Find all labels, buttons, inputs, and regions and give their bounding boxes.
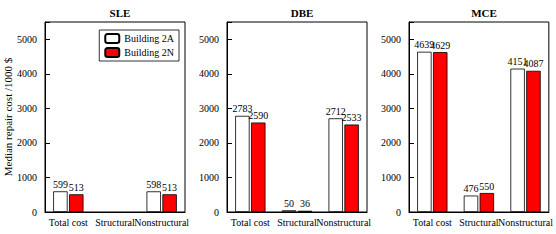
svg-text:2783: 2783 (232, 103, 253, 115)
svg-text:4639: 4639 (414, 39, 435, 51)
svg-text:50: 50 (284, 198, 294, 209)
svg-text:4000: 4000 (199, 68, 219, 79)
svg-text:36: 36 (300, 198, 310, 209)
svg-text:Building 2A: Building 2A (124, 33, 175, 44)
svg-text:476: 476 (463, 183, 478, 194)
svg-text:0: 0 (32, 207, 37, 218)
svg-text:513: 513 (69, 182, 84, 193)
svg-text:5000: 5000 (199, 34, 219, 45)
svg-text:Building 2N: Building 2N (124, 47, 174, 58)
svg-text:599: 599 (53, 179, 68, 190)
svg-text:3000: 3000 (381, 103, 401, 114)
svg-text:4151: 4151 (507, 56, 528, 68)
svg-text:Nonstructural: Nonstructural (316, 217, 371, 228)
svg-text:5000: 5000 (17, 34, 37, 45)
svg-text:Structural: Structural (277, 217, 317, 228)
svg-text:Structural: Structural (95, 217, 135, 228)
svg-text:550: 550 (479, 181, 494, 192)
svg-text:0: 0 (396, 207, 401, 218)
svg-text:SLE: SLE (110, 7, 131, 19)
svg-text:Nonstructural: Nonstructural (498, 217, 553, 228)
svg-text:4000: 4000 (381, 68, 401, 79)
svg-text:0: 0 (214, 207, 219, 218)
svg-text:4629: 4629 (430, 40, 450, 51)
svg-text:Median repair cost /1000 $: Median repair cost /1000 $ (2, 57, 14, 176)
svg-text:4000: 4000 (17, 68, 37, 79)
svg-text:2000: 2000 (17, 137, 37, 148)
svg-text:Structural: Structural (459, 217, 499, 228)
svg-text:1000: 1000 (17, 172, 37, 183)
svg-text:1000: 1000 (381, 172, 401, 183)
svg-text:Total cost: Total cost (231, 217, 270, 228)
svg-text:2000: 2000 (199, 137, 219, 148)
svg-text:2533: 2533 (342, 112, 362, 123)
svg-text:2590: 2590 (248, 110, 268, 121)
svg-text:5000: 5000 (381, 34, 401, 45)
svg-text:598: 598 (146, 179, 161, 190)
svg-text:1000: 1000 (199, 172, 219, 183)
svg-text:2712: 2712 (325, 105, 346, 117)
svg-text:Total cost: Total cost (49, 217, 88, 228)
svg-text:MCE: MCE (471, 7, 497, 19)
svg-text:3000: 3000 (199, 103, 219, 114)
svg-text:Nonstructural: Nonstructural (134, 217, 189, 228)
svg-text:Total cost: Total cost (413, 217, 452, 228)
svg-text:3000: 3000 (17, 103, 37, 114)
svg-text:513: 513 (162, 182, 177, 193)
svg-text:DBE: DBE (291, 7, 314, 19)
svg-text:4087: 4087 (523, 58, 543, 69)
svg-text:2000: 2000 (381, 137, 401, 148)
